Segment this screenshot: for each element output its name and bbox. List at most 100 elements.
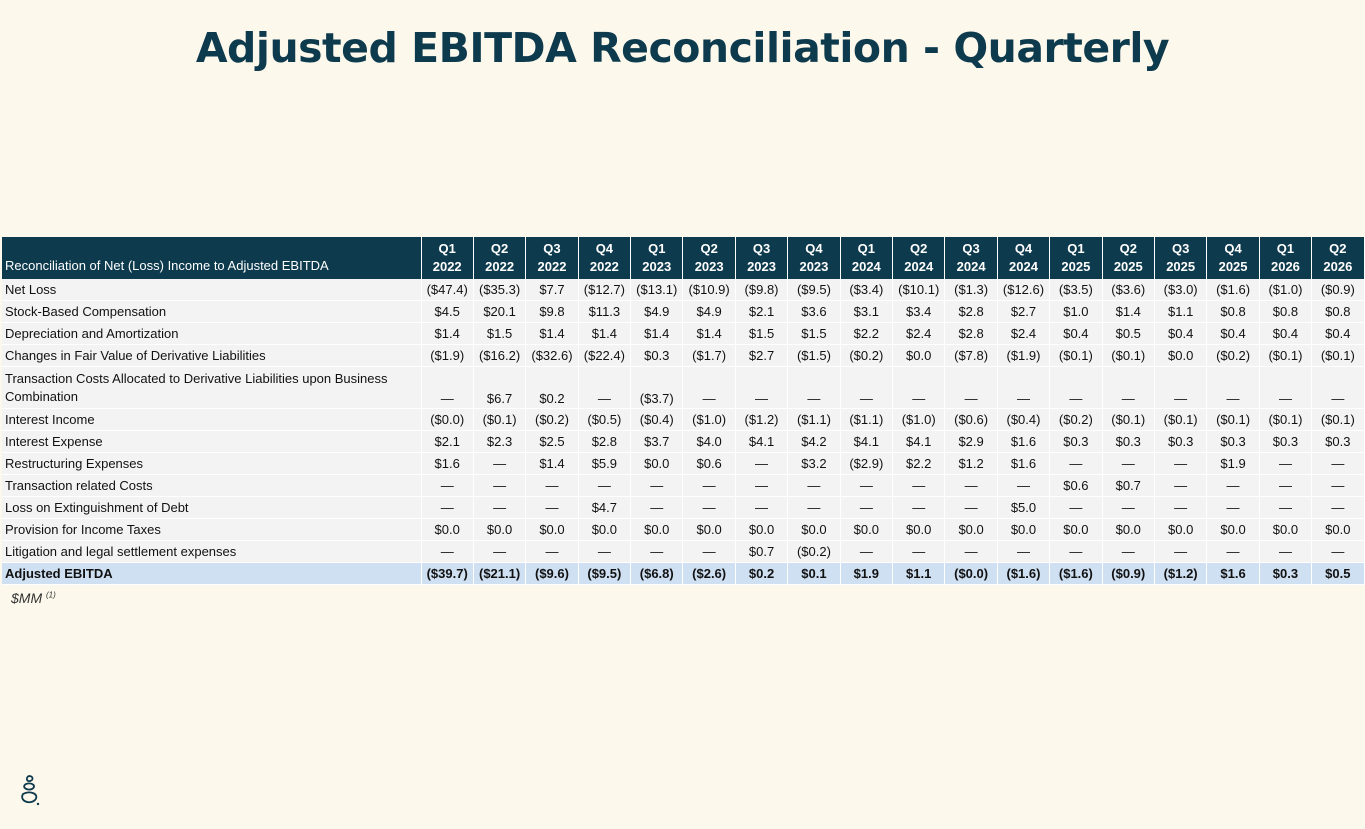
value-cell: $0.0 xyxy=(892,518,946,541)
value-cell: $4.1 xyxy=(892,430,946,453)
value-cell: $0.0 xyxy=(473,518,527,541)
row-label: Stock-Based Compensation xyxy=(2,300,422,323)
total-cell: ($1.2) xyxy=(1154,562,1208,585)
value-cell: $0.0 xyxy=(630,518,684,541)
value-cell: — xyxy=(997,474,1051,497)
value-cell: ($0.2) xyxy=(1049,408,1103,431)
value-cell: — xyxy=(1102,452,1155,475)
value-cell: $0.2 xyxy=(525,366,579,409)
value-cell: $0.6 xyxy=(1049,474,1103,497)
row-label: Transaction Costs Allocated to Derivativ… xyxy=(2,366,422,409)
value-cell: $2.8 xyxy=(944,300,998,323)
value-cell: $2.4 xyxy=(892,322,946,345)
value-cell: $4.1 xyxy=(840,430,894,453)
value-cell: $3.4 xyxy=(892,300,946,323)
value-cell: $1.6 xyxy=(421,452,474,475)
value-cell: $1.0 xyxy=(1049,300,1103,323)
value-cell: — xyxy=(682,496,736,519)
value-cell: $11.3 xyxy=(578,300,632,323)
value-cell: $0.3 xyxy=(1049,430,1103,453)
value-cell: — xyxy=(944,474,998,497)
table-row: Provision for Income Taxes $0.0 $0.0 $0.0 $0… xyxy=(2,518,1365,541)
value-cell: — xyxy=(473,496,527,519)
value-cell: — xyxy=(840,496,894,519)
year-label: 2023 xyxy=(799,259,829,274)
value-cell: ($2.9) xyxy=(840,452,894,475)
value-cell: — xyxy=(944,366,998,409)
quarter-label: Q2 xyxy=(700,241,718,256)
value-cell: $3.6 xyxy=(787,300,841,323)
value-cell: — xyxy=(1154,496,1208,519)
value-cell: $2.4 xyxy=(997,322,1051,345)
value-cell: ($0.1) xyxy=(1206,408,1260,431)
table-row: Interest Expense $2.1 $2.3 $2.5 $2.8 $3.7 $4.0… xyxy=(2,430,1365,453)
year-label: 2024 xyxy=(851,259,881,274)
total-cell: ($6.8) xyxy=(630,562,684,585)
value-cell: $0.4 xyxy=(1259,322,1313,345)
value-cell: — xyxy=(630,496,684,519)
value-cell: — xyxy=(1102,366,1155,409)
value-cell: ($10.9) xyxy=(682,279,736,301)
value-cell: ($12.6) xyxy=(997,279,1051,301)
value-cell: $4.7 xyxy=(578,496,632,519)
table-row: Transaction related Costs — — — — — — — — — — — — $0.… xyxy=(2,474,1365,497)
total-cell: ($0.0) xyxy=(944,562,998,585)
value-cell: $0.0 xyxy=(1154,518,1208,541)
value-cell: ($1.1) xyxy=(840,408,894,431)
table-row: Restructuring Expenses $1.6— $1.4 $5.9 $0.0 $… xyxy=(2,452,1365,475)
value-cell: $20.1 xyxy=(473,300,527,323)
quarter-label: Q3 xyxy=(1171,241,1190,256)
value-cell: — xyxy=(892,540,946,563)
value-cell: — xyxy=(682,540,736,563)
value-cell: ($35.3) xyxy=(473,279,527,301)
value-cell: $0.0 xyxy=(682,518,736,541)
table-row: Stock-Based Compensation $4.5 $20.1 $9.8 $11… xyxy=(2,300,1365,323)
value-cell: — xyxy=(578,540,632,563)
value-cell: — xyxy=(525,474,579,497)
total-cell: $0.1 xyxy=(787,562,841,585)
value-cell: $0.5 xyxy=(1102,322,1155,345)
value-cell: $0.0 xyxy=(735,518,789,541)
value-cell: — xyxy=(997,366,1051,409)
value-cell: $0.0 xyxy=(1154,344,1208,367)
column-header-q1-2026: Q1 2026 xyxy=(1259,237,1313,279)
column-header-q2-2024: Q2 2024 xyxy=(892,237,946,279)
value-cell: $0.7 xyxy=(735,540,789,563)
quarter-label: Q1 xyxy=(1276,241,1295,256)
value-cell: $4.0 xyxy=(682,430,736,453)
value-cell: $0.3 xyxy=(1206,430,1260,453)
value-cell: ($0.1) xyxy=(1311,408,1365,431)
value-cell: — xyxy=(892,474,946,497)
value-cell: $0.0 xyxy=(997,518,1051,541)
value-cell: $0.0 xyxy=(787,518,841,541)
value-cell: $2.9 xyxy=(944,430,998,453)
value-cell: $2.2 xyxy=(892,452,946,475)
row-label: Loss on Extinguishment of Debt xyxy=(2,496,422,519)
value-cell: $1.4 xyxy=(525,452,579,475)
value-cell: — xyxy=(525,540,579,563)
value-cell: $4.5 xyxy=(421,300,474,323)
value-cell: — xyxy=(1259,496,1313,519)
column-header-q1-2022: Q1 2022 xyxy=(421,237,474,279)
value-cell: $0.6 xyxy=(682,452,736,475)
table-row: Net Loss ($47.4) ($35.3) $7.7 ($12.7) ($13.1)… xyxy=(2,279,1365,301)
value-cell: ($0.1) xyxy=(1102,408,1155,431)
value-cell: ($10.1) xyxy=(892,279,946,301)
value-cell: $1.4 xyxy=(630,322,684,345)
quarter-label: Q2 xyxy=(1329,241,1347,256)
value-cell: $0.0 xyxy=(525,518,579,541)
value-cell: ($0.4) xyxy=(630,408,684,431)
year-label: 2024 xyxy=(956,259,986,274)
column-header-q4-2025: Q4 2025 xyxy=(1206,237,1260,279)
quarter-label: Q3 xyxy=(962,241,980,256)
quarter-label: Q4 xyxy=(1014,241,1033,256)
column-header-q1-2023: Q1 2023 xyxy=(630,237,684,279)
value-cell: $4.2 xyxy=(787,430,841,453)
value-cell: — xyxy=(1206,540,1260,563)
year-label: 2022 xyxy=(589,259,619,274)
value-cell: $2.8 xyxy=(578,430,632,453)
value-cell: $0.0 xyxy=(840,518,894,541)
column-header-q1-2025: Q1 2025 xyxy=(1049,237,1103,279)
column-header-q1-2024: Q1 2024 xyxy=(840,237,894,279)
value-cell: $1.2 xyxy=(944,452,998,475)
